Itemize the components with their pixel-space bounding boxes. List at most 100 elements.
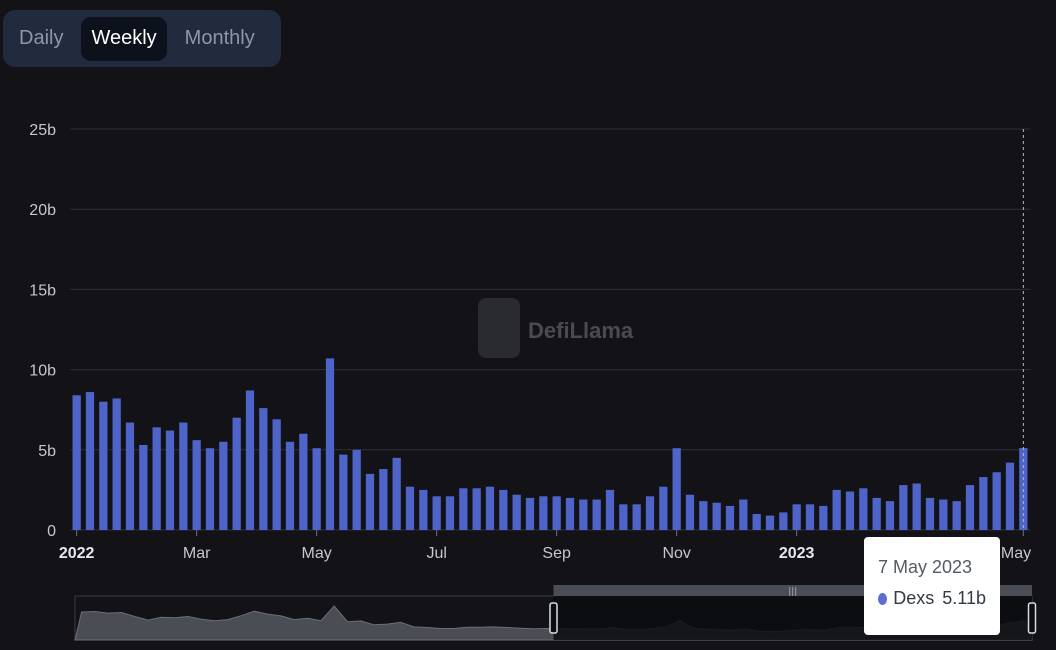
bar[interactable] bbox=[499, 489, 508, 530]
y-tick-label: 20b bbox=[29, 202, 56, 219]
bar[interactable] bbox=[165, 430, 175, 530]
bar[interactable] bbox=[845, 491, 855, 530]
bar[interactable] bbox=[325, 358, 335, 530]
bar[interactable] bbox=[312, 448, 321, 530]
bar[interactable] bbox=[99, 401, 108, 530]
bar[interactable] bbox=[805, 504, 815, 530]
bar[interactable] bbox=[979, 477, 988, 530]
monthly-button[interactable]: Monthly bbox=[184, 27, 255, 49]
bar[interactable] bbox=[872, 497, 881, 530]
bar[interactable] bbox=[205, 448, 215, 530]
bar[interactable] bbox=[659, 486, 668, 530]
slider-left-handle[interactable] bbox=[549, 602, 558, 634]
bar[interactable] bbox=[645, 496, 655, 530]
bar[interactable] bbox=[765, 515, 775, 530]
bar[interactable] bbox=[779, 512, 788, 530]
slider-right-handle[interactable] bbox=[1027, 602, 1037, 634]
weekly-button[interactable]: Weekly bbox=[81, 16, 167, 61]
bar[interactable] bbox=[792, 504, 801, 530]
bar[interactable] bbox=[685, 494, 695, 530]
watermark-text: DefiLlama bbox=[528, 318, 634, 343]
bar[interactable] bbox=[912, 483, 921, 530]
bar[interactable] bbox=[272, 419, 281, 530]
bar[interactable] bbox=[432, 496, 441, 530]
bar[interactable] bbox=[619, 504, 628, 530]
bar[interactable] bbox=[392, 457, 401, 530]
y-tick-label: 15b bbox=[29, 282, 56, 299]
bar[interactable] bbox=[725, 505, 735, 530]
bar[interactable] bbox=[245, 390, 255, 530]
bar-series bbox=[72, 358, 1028, 530]
tooltip-date: 7 May 2023 bbox=[878, 557, 973, 577]
bar[interactable] bbox=[1005, 462, 1015, 530]
bar[interactable] bbox=[525, 497, 535, 530]
bar[interactable] bbox=[539, 496, 548, 530]
bar[interactable] bbox=[712, 502, 721, 530]
bar[interactable] bbox=[445, 496, 455, 530]
bar[interactable] bbox=[259, 408, 268, 530]
bar[interactable] bbox=[939, 499, 948, 530]
bar[interactable] bbox=[672, 448, 681, 530]
bar[interactable] bbox=[752, 513, 761, 530]
bar[interactable] bbox=[992, 472, 1001, 530]
y-tick-label: 5b bbox=[38, 443, 56, 460]
bar[interactable] bbox=[72, 395, 81, 530]
bar[interactable] bbox=[899, 485, 908, 530]
grip-icon: ||| bbox=[788, 587, 797, 597]
bar[interactable] bbox=[552, 496, 561, 530]
bar[interactable] bbox=[632, 504, 641, 530]
daily-button[interactable]: Daily bbox=[19, 27, 64, 49]
bar[interactable] bbox=[605, 489, 615, 530]
bar[interactable] bbox=[125, 422, 135, 530]
bar[interactable] bbox=[139, 444, 148, 530]
bar[interactable] bbox=[952, 501, 961, 530]
tooltip-row: Dexs 5.11b bbox=[878, 588, 986, 609]
x-tick-label: 2022 bbox=[59, 545, 95, 562]
bar[interactable] bbox=[512, 494, 521, 530]
x-axis: 2022 Mar May Jul Sep Nov 2023 May bbox=[59, 530, 1031, 562]
bar[interactable] bbox=[352, 449, 361, 530]
bar[interactable] bbox=[565, 497, 575, 530]
bar[interactable] bbox=[232, 417, 241, 530]
bar[interactable] bbox=[192, 440, 201, 530]
bar[interactable] bbox=[285, 441, 295, 530]
bar[interactable] bbox=[859, 488, 868, 530]
x-tick-label: Nov bbox=[662, 545, 690, 562]
tooltip-value: 5.11b bbox=[942, 588, 986, 608]
bar[interactable] bbox=[485, 486, 495, 530]
bar[interactable] bbox=[925, 497, 935, 530]
bar[interactable] bbox=[219, 441, 228, 530]
bar[interactable] bbox=[965, 485, 975, 530]
bar[interactable] bbox=[112, 398, 121, 530]
x-tick-label: Mar bbox=[183, 545, 211, 562]
bar[interactable] bbox=[339, 454, 348, 530]
bar[interactable] bbox=[405, 486, 415, 530]
series-dot-icon bbox=[878, 592, 888, 605]
bar[interactable] bbox=[739, 499, 748, 530]
bar[interactable] bbox=[579, 499, 588, 530]
slider-drag-bar[interactable] bbox=[553, 585, 1033, 596]
bar[interactable] bbox=[592, 499, 601, 530]
bar[interactable] bbox=[819, 505, 828, 530]
bar[interactable] bbox=[179, 422, 188, 530]
y-axis: 0 5b 10b 15b 20b 25b bbox=[29, 122, 56, 540]
bar[interactable] bbox=[699, 501, 708, 530]
bar[interactable] bbox=[472, 488, 481, 530]
chart-tooltip: 7 May 2023 Dexs 5.11b bbox=[864, 537, 1000, 635]
bar[interactable] bbox=[379, 469, 388, 530]
bar[interactable] bbox=[885, 501, 895, 530]
bar[interactable] bbox=[365, 473, 375, 530]
period-toggle: Daily Weekly Monthly bbox=[3, 10, 281, 67]
x-tick-label: Jul bbox=[426, 545, 446, 562]
bar[interactable] bbox=[832, 489, 841, 530]
bar[interactable] bbox=[85, 392, 95, 530]
bar[interactable] bbox=[152, 427, 161, 530]
bar[interactable] bbox=[299, 433, 308, 530]
tooltip-series-name: Dexs bbox=[893, 588, 935, 608]
x-tick-label: 2023 bbox=[779, 545, 815, 562]
y-tick-label: 0 bbox=[47, 523, 56, 540]
bar[interactable] bbox=[419, 489, 428, 530]
bar[interactable] bbox=[459, 488, 468, 530]
llama-logo-icon bbox=[478, 298, 520, 358]
